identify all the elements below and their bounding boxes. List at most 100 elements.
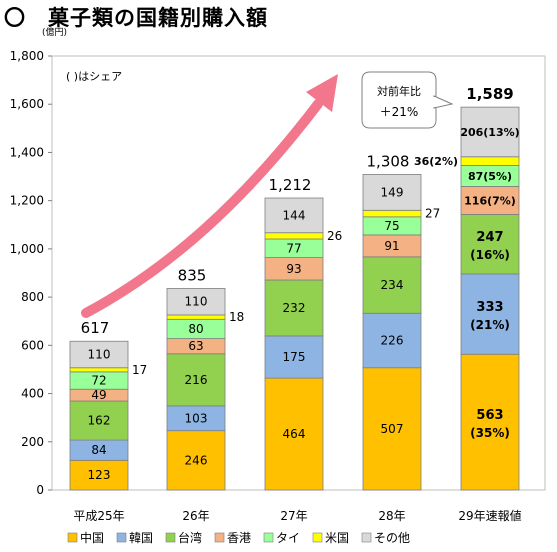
data-label: 84 [91,443,106,457]
legend-item-米国: 米国 [325,531,349,545]
x-tick-label: 29年速報値 [458,508,521,523]
callout-line1: 対前年比 [377,84,421,98]
data-label: 226 [381,334,404,348]
y-tick-label: 1,600 [10,97,44,111]
data-label: 110 [185,295,208,309]
data-label: 234 [381,278,404,292]
bar-segment-香港-4 [460,186,520,215]
callout-pointer [433,95,454,109]
data-label: 563 [476,408,503,423]
legend-swatch-米国 [312,532,323,543]
legend-item-その他: その他 [374,531,410,545]
data-label: 116(7%) [464,194,516,207]
bar-segment-米国-0 [69,367,129,373]
bar-segment-台湾-0 [69,400,129,441]
y-tick-label: 400 [21,387,44,401]
data-label: 36(2%) [414,155,458,168]
callout-line2: ＋21% [380,105,419,119]
share-note: ( )はシェア [66,70,122,83]
bar-segment-韓国-2 [264,335,324,379]
bar-segment-台湾-3 [362,256,422,314]
legend-item-中国: 中国 [80,530,104,545]
x-tick-label: 27年 [280,509,307,523]
data-label: 216 [185,373,208,387]
data-label: 162 [88,414,111,428]
total-label: 1,589 [466,85,513,103]
data-label: 110 [88,347,111,361]
legend-swatch-韓国 [116,532,127,543]
data-label: 507 [381,422,404,436]
bar-segment-その他-2 [264,197,324,234]
bar-segment-その他-3 [362,173,422,211]
trend-arrow-head [306,74,338,112]
y-tick-label: 1,400 [10,145,44,159]
y-tick-label: 600 [21,338,44,352]
data-label: 87(5%) [468,170,512,183]
legend-item-タイ: タイ [276,531,300,545]
y-tick-label: 200 [21,435,44,449]
data-label: 247 [476,230,503,245]
data-label: 93 [286,262,301,276]
data-label: 77 [286,241,301,255]
bar-segment-その他-1 [166,288,226,316]
x-tick-label: 26年 [182,509,209,523]
data-label: 232 [283,301,306,315]
legend-swatch-台湾 [165,532,176,543]
data-label: 17 [132,363,147,377]
bar-segment-台湾-2 [264,279,324,337]
share-label: (21%) [470,318,510,332]
share-label: (16%) [470,248,510,262]
bar-segment-台湾-1 [166,353,226,407]
data-label: 49 [91,388,106,402]
data-label: 103 [185,411,208,425]
data-label: 91 [384,239,399,253]
data-label: 26 [327,229,342,243]
bar-segment-米国-1 [166,314,226,320]
legend-swatch-中国 [67,532,78,543]
bar-segment-中国-4 [460,353,520,491]
callout-box [361,71,437,129]
y-tick-label: 800 [21,290,44,304]
data-label: 149 [381,185,404,199]
total-label: 1,212 [269,176,312,194]
callout-pointer-mask [432,97,436,107]
bar-segment-韓国-4 [460,273,520,355]
legend-swatch-タイ [263,532,274,543]
total-label: 835 [178,267,207,285]
data-label: 144 [283,208,306,222]
bar-segment-その他-4 [460,106,520,158]
bar-segment-中国-2 [264,377,324,491]
data-label: 333 [476,300,503,315]
bar-segment-米国-2 [264,232,324,240]
y-tick-label: 1,200 [10,194,44,208]
data-label: 80 [188,322,203,336]
bar-segment-その他-0 [69,340,129,369]
trend-arrow-shaft [81,99,323,318]
legend-item-台湾: 台湾 [178,530,202,545]
data-label: 464 [283,427,306,441]
data-label: 246 [185,453,208,467]
total-label: 617 [81,319,110,337]
data-label: 123 [88,468,111,482]
legend-item-香港: 香港 [227,531,251,545]
bar-segment-米国-4 [460,156,520,166]
legend-swatch-その他 [361,532,372,543]
y-tick-label: 1,000 [10,242,44,256]
share-label: (35%) [470,426,510,440]
x-tick-label: 平成25年 [73,509,124,523]
x-tick-label: 28年 [378,509,405,523]
legend-swatch-香港 [214,532,225,543]
data-label: 206(13%) [460,126,519,139]
data-label: 27 [425,207,440,221]
page-title: 〇 菓子類の国籍別購入額 [4,6,268,30]
data-label: 72 [91,374,106,388]
data-label: 63 [188,339,203,353]
y-tick-label: 0 [36,483,44,497]
legend-item-韓国: 韓国 [129,531,153,545]
data-label: 75 [384,219,399,233]
data-label: 175 [283,350,306,364]
total-label: 1,308 [367,153,410,171]
unit-label: (億円) [42,26,67,38]
bar-segment-米国-3 [362,209,422,218]
